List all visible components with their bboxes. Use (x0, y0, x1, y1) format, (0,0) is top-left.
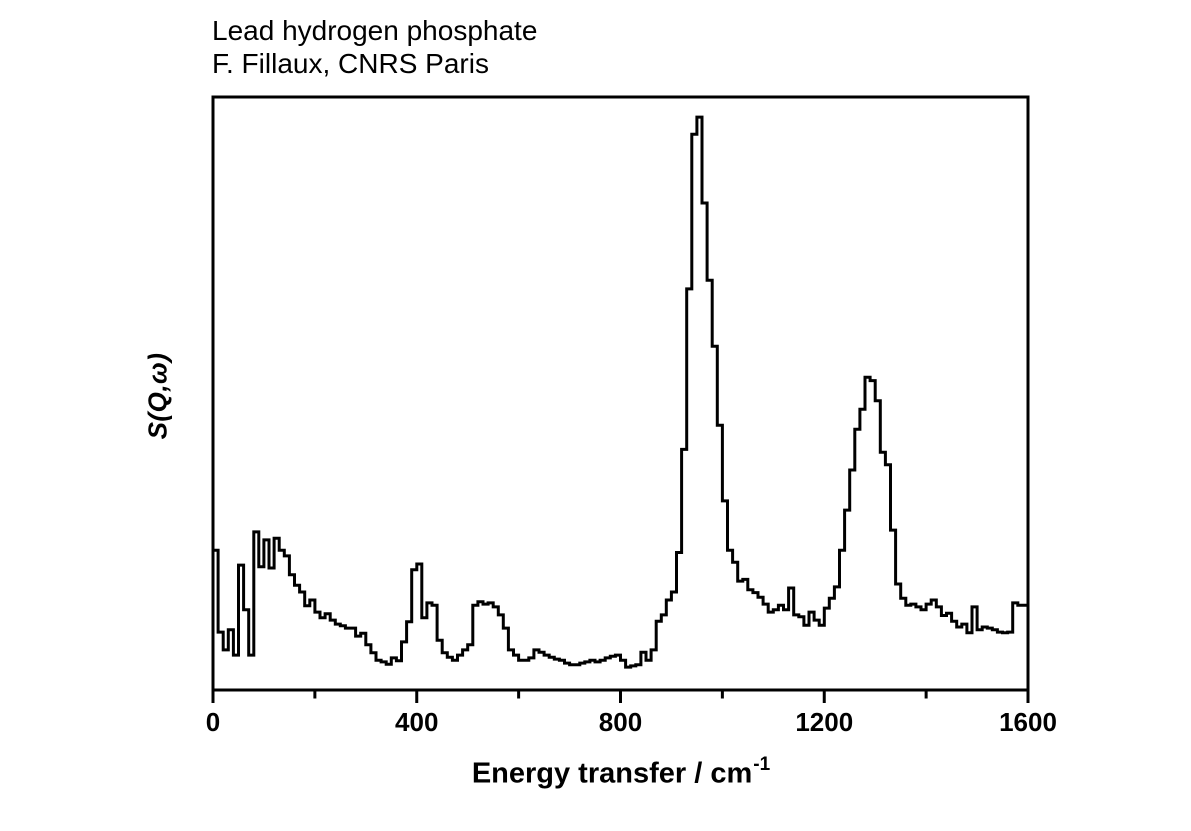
x-axis-tick-label: 1200 (795, 707, 853, 737)
chart-title: Lead hydrogen phosphate (212, 15, 538, 46)
x-axis-tick-label: 400 (395, 707, 438, 737)
x-axis-label-text: Energy transfer / cm (471, 757, 753, 790)
x-axis-tick-label: 1600 (999, 707, 1057, 737)
x-axis-tick-label: 0 (206, 707, 220, 737)
plot-frame (211, 95, 1030, 692)
x-axis-tick-label: 800 (599, 707, 642, 737)
spectrum-line (213, 115, 1028, 669)
chart-subtitle: F. Fillaux, CNRS Paris (212, 48, 489, 79)
figure-header: Lead hydrogen phosphate F. Fillaux, CNRS… (212, 14, 537, 80)
x-axis-label-superscript: -1 (753, 754, 771, 775)
x-axis-label: Energy transfer / cm-1 (213, 754, 1028, 791)
